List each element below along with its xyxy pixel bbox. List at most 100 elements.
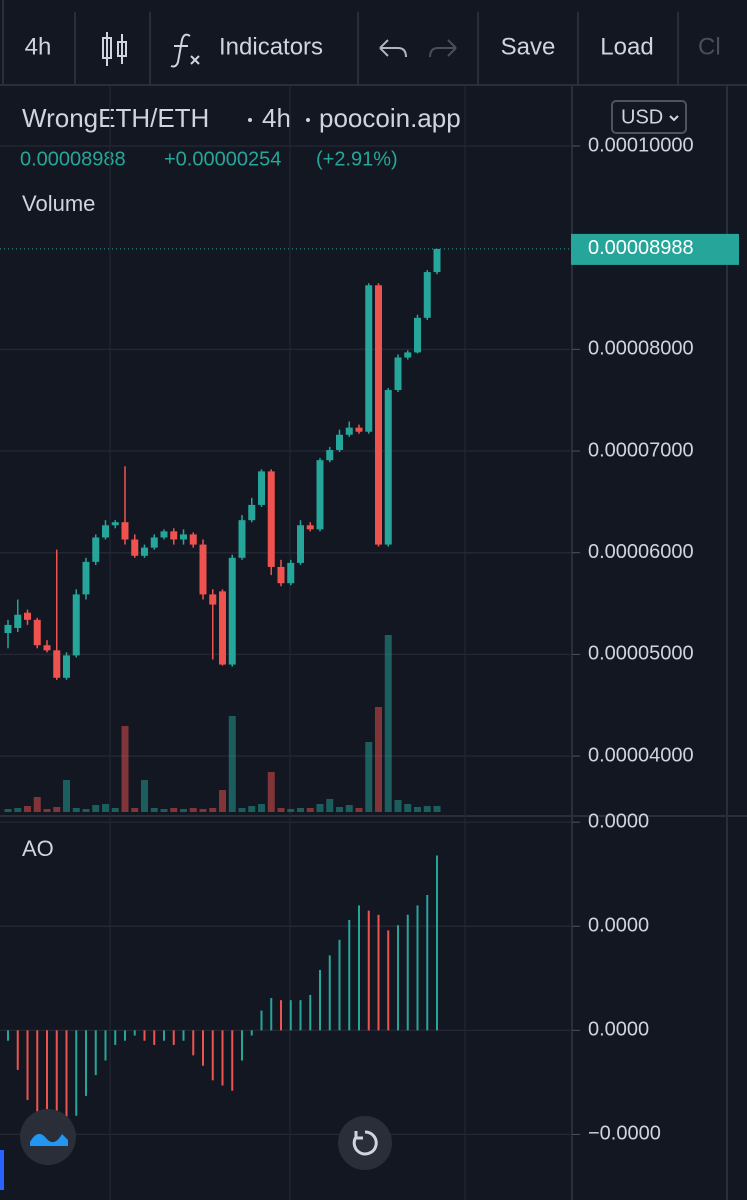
candle-body bbox=[63, 655, 70, 678]
candle-body bbox=[384, 390, 392, 545]
candle-body bbox=[258, 471, 265, 505]
volume-bar bbox=[199, 809, 207, 812]
volume-bar bbox=[248, 806, 256, 812]
candle-body bbox=[287, 562, 295, 584]
redo-button[interactable] bbox=[429, 39, 457, 58]
volume-bar bbox=[384, 635, 392, 812]
candle-body bbox=[131, 539, 139, 556]
volume-bar bbox=[394, 800, 402, 812]
volume-bar bbox=[375, 707, 382, 812]
volume-bar bbox=[404, 804, 412, 812]
interval-button[interactable]: 4h bbox=[25, 33, 52, 60]
candle-body bbox=[150, 537, 158, 548]
y-tick-label: 0.00007000 bbox=[588, 439, 694, 461]
candle-body bbox=[267, 471, 275, 567]
volume-bar bbox=[53, 807, 61, 812]
volume-bar bbox=[72, 808, 80, 812]
volume-bar bbox=[267, 772, 275, 812]
currency-button[interactable] bbox=[611, 100, 687, 134]
candle-body bbox=[219, 591, 226, 665]
volume-bar bbox=[189, 808, 197, 812]
y-tick-label: 0.00004000 bbox=[588, 744, 694, 766]
volume-bar bbox=[258, 804, 265, 812]
candle-body bbox=[102, 525, 109, 538]
candle-body bbox=[365, 285, 373, 432]
volume-bar bbox=[33, 797, 41, 812]
undo-button[interactable] bbox=[379, 39, 407, 58]
volume-bar bbox=[219, 790, 226, 812]
side-handle bbox=[0, 1150, 4, 1190]
volume-bar bbox=[121, 726, 129, 812]
volume-bar bbox=[277, 808, 285, 812]
separator-dot bbox=[248, 118, 252, 122]
logo-icon bbox=[30, 1133, 68, 1146]
chart-type-icon[interactable] bbox=[102, 32, 127, 66]
volume-bar bbox=[150, 808, 158, 812]
separator-dot bbox=[306, 118, 310, 122]
volume-bar bbox=[63, 780, 70, 812]
volume-bar bbox=[111, 808, 119, 812]
candle-body bbox=[404, 352, 412, 358]
y-tick-label: 0.00005000 bbox=[588, 643, 694, 665]
volume-bar bbox=[24, 806, 31, 812]
candle-body bbox=[33, 619, 41, 646]
indicators-button[interactable]: Indicators bbox=[219, 33, 323, 60]
volume-bar bbox=[433, 806, 441, 812]
y-tick-label: 0.00006000 bbox=[588, 541, 694, 563]
candle-body bbox=[24, 612, 31, 620]
legend-interval: 4h bbox=[262, 103, 291, 133]
volume-bar bbox=[336, 807, 343, 812]
volume-bar bbox=[365, 742, 373, 812]
y-tick-label: −0.0000 bbox=[588, 1123, 661, 1145]
candle-body bbox=[199, 544, 207, 595]
volume-bar bbox=[287, 809, 295, 812]
candle-body bbox=[375, 285, 382, 545]
y-tick-label: 0.00008000 bbox=[588, 338, 694, 360]
y-tick-label: 0.0000 bbox=[588, 810, 649, 832]
candle-body bbox=[316, 460, 324, 530]
volume-bar bbox=[92, 805, 100, 812]
last-price: 0.00008988 bbox=[20, 148, 126, 170]
reset-button[interactable] bbox=[338, 1116, 392, 1170]
volume-bar bbox=[209, 808, 217, 812]
save-button[interactable]: Save bbox=[501, 33, 556, 60]
candle-body bbox=[82, 561, 90, 595]
last-price-tag bbox=[571, 233, 739, 265]
volume-bar bbox=[355, 808, 363, 812]
volume-bar bbox=[131, 808, 139, 812]
volume-bar bbox=[102, 804, 109, 812]
candle-body bbox=[336, 434, 343, 451]
candle-body bbox=[394, 357, 402, 391]
volume-bar bbox=[345, 805, 353, 812]
candle-body bbox=[423, 272, 431, 318]
candle-body bbox=[433, 248, 441, 273]
volume-bar bbox=[141, 780, 148, 812]
candle-body bbox=[170, 531, 178, 540]
ao-label: AO bbox=[22, 836, 54, 861]
more-button[interactable]: Cl bbox=[698, 33, 721, 60]
currency[interactable]: USD bbox=[621, 106, 663, 128]
volume-bar bbox=[228, 716, 236, 812]
candle-body bbox=[180, 534, 187, 540]
candle-body bbox=[297, 525, 304, 563]
logo-button[interactable] bbox=[20, 1109, 76, 1165]
indicators-icon[interactable] bbox=[170, 33, 200, 68]
volume-bar bbox=[170, 808, 178, 812]
volume-label: Volume bbox=[22, 191, 95, 216]
candle-body bbox=[209, 594, 217, 605]
candle-body bbox=[238, 520, 246, 558]
volume-bar bbox=[160, 809, 168, 812]
load-button[interactable]: Load bbox=[600, 33, 653, 60]
candle-body bbox=[345, 427, 353, 435]
currency-chevron bbox=[669, 115, 679, 122]
candle-body bbox=[306, 525, 314, 530]
volume-bar bbox=[316, 804, 324, 812]
volume-bar bbox=[326, 799, 334, 812]
candle-body bbox=[121, 522, 129, 540]
candle-body bbox=[53, 650, 61, 678]
volume-bar bbox=[14, 808, 22, 812]
volume-bar bbox=[423, 806, 431, 812]
y-tick-label: 0.0000 bbox=[588, 915, 649, 937]
